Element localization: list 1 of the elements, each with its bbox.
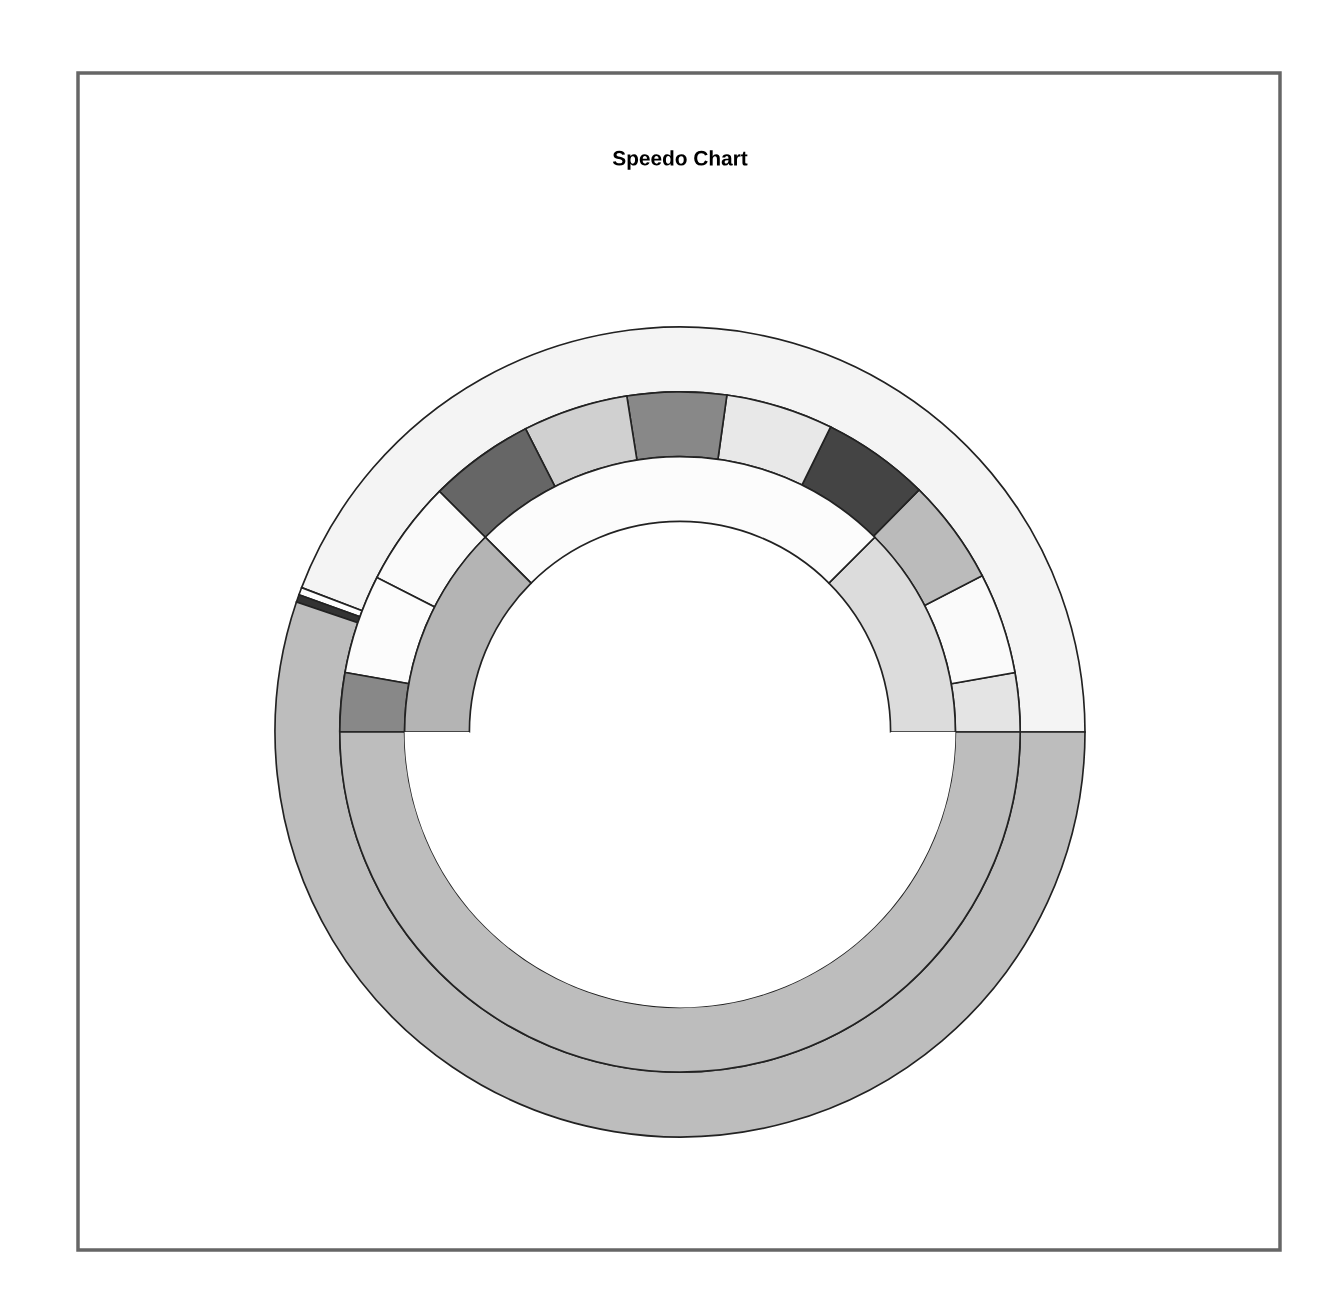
chart-title: Speedo Chart — [612, 150, 748, 170]
